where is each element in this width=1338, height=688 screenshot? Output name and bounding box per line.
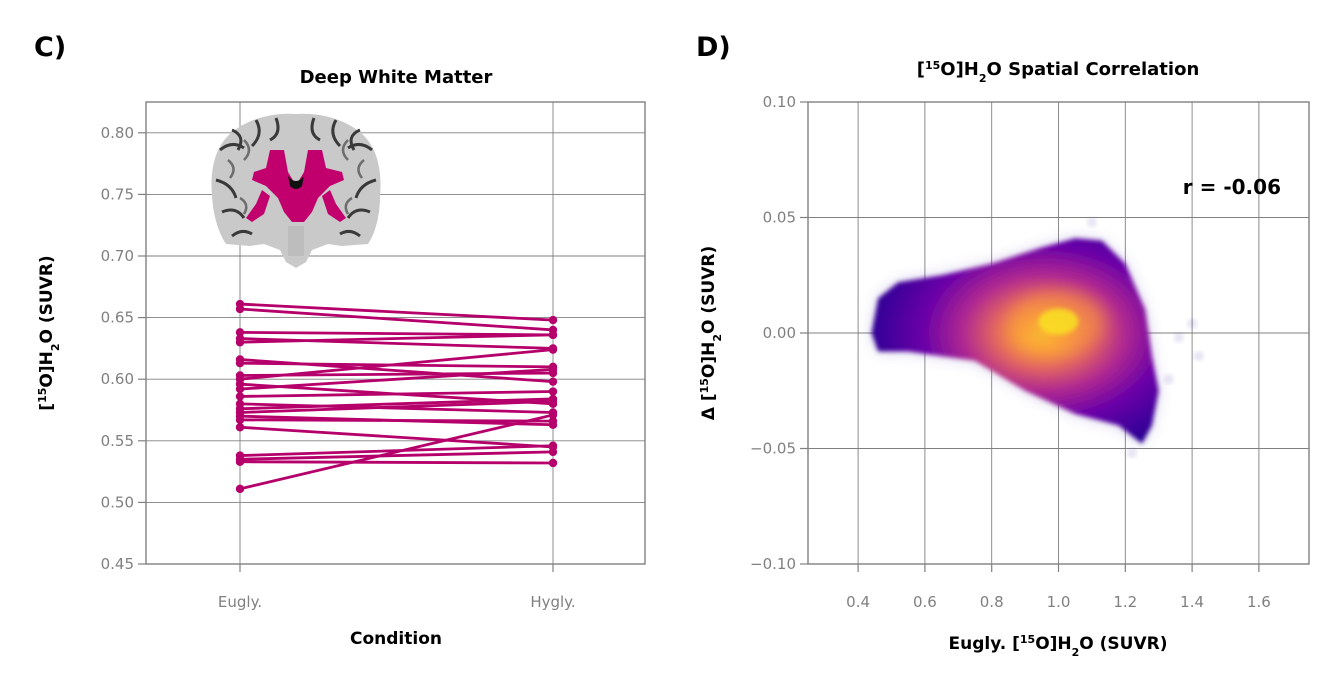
panel-c-y-tick-label: 0.80 — [101, 124, 134, 142]
panel-c-axes-frame — [145, 101, 646, 565]
subject-line — [239, 390, 554, 398]
subject-line — [239, 425, 554, 449]
panel-d-x-tick-label: 0.8 — [980, 593, 1004, 611]
subject-point-hygly — [548, 447, 558, 457]
panel-c-label: C) — [34, 32, 66, 63]
density-outlier-speck — [1163, 374, 1174, 385]
subject-line — [239, 330, 554, 337]
panel-c: C) Deep White Matter 0.45 0.50 0.55 0.60 0.6… — [34, 32, 646, 649]
panel-d-y-tick-label: 0.10 — [763, 93, 796, 111]
subject-point-eugly — [235, 328, 245, 337]
panel-d-y-tick-label: −0.10 — [750, 555, 796, 573]
subject-line — [239, 307, 554, 332]
panel-c-y-tick-label: 0.55 — [101, 432, 134, 450]
panel-d-x-tick-label: 1.2 — [1113, 593, 1137, 611]
panel-d-x-tick-label: 0.6 — [913, 593, 937, 611]
brain-gray-folds — [227, 139, 365, 215]
density-outlier-speck — [1193, 351, 1204, 362]
subject-point-eugly — [235, 415, 245, 425]
panel-d-x-tick-label: 1.4 — [1180, 593, 1204, 611]
subject-point-hygly — [548, 330, 558, 340]
density-outlier-speck — [1126, 448, 1137, 459]
subject-point-hygly — [548, 315, 558, 325]
panel-d-x-axis-label: Eugly. [15O]H2O (SUVR) — [948, 633, 1167, 659]
subject-line — [239, 413, 554, 491]
panel-d-y-tick-label: −0.05 — [750, 440, 796, 458]
panel-d-y-tick-label: 0.00 — [763, 324, 796, 342]
panel-d-y-axis-label: Δ [15O]H2O (SUVR) — [698, 246, 724, 421]
subject-point-hygly — [548, 377, 558, 386]
subject-point-eugly — [235, 304, 245, 314]
subject-line — [239, 348, 554, 381]
subject-line — [239, 418, 554, 423]
brain-cortex-texture — [215, 117, 377, 238]
panel-d-x-ticks: 0.4 0.6 0.8 1.0 1.2 1.4 1.6 — [846, 564, 1271, 611]
subject-point-eugly — [235, 392, 245, 401]
panel-c-x-tick-label: Hygly. — [530, 593, 575, 611]
panel-d-x-tick-label: 0.4 — [846, 593, 870, 611]
subject-point-hygly — [548, 410, 558, 420]
panel-d-y-ticks: −0.10 −0.05 0.00 0.05 0.10 — [750, 93, 808, 573]
subject-point-eugly — [235, 423, 245, 432]
panel-c-y-tick-label: 0.45 — [101, 555, 134, 573]
subject-point-eugly — [235, 338, 245, 347]
brain-ventricles — [288, 176, 304, 189]
panel-c-y-tick-label: 0.60 — [101, 370, 134, 388]
panel-d-x-tick-label: 1.0 — [1047, 593, 1071, 611]
subject-line — [239, 302, 554, 322]
subject-point-hygly — [548, 416, 558, 426]
panel-d-title: [15O]H2O Spatial Correlation — [917, 59, 1200, 85]
density-outlier-speck — [1173, 332, 1184, 343]
panel-c-subject-lines — [235, 299, 558, 494]
correlation-annotation: r = -0.06 — [1183, 175, 1281, 199]
subject-line — [239, 399, 554, 414]
subject-point-hygly — [548, 397, 558, 406]
panel-c-x-axis-label: Condition — [350, 629, 442, 649]
panel-c-x-tick-label: Eugly. — [218, 593, 262, 611]
panel-c-y-tick-label: 0.70 — [101, 247, 134, 265]
subject-point-hygly — [548, 441, 558, 450]
density-body — [871, 238, 1159, 444]
subject-point-hygly — [548, 365, 558, 374]
density-outlier-speck — [1187, 318, 1198, 329]
subject-line — [239, 450, 554, 461]
brain-inset-image — [211, 113, 381, 268]
brain-white-matter-tract-right — [322, 190, 346, 222]
subject-point-hygly — [548, 345, 558, 354]
brain-white-matter-tract-left — [246, 190, 270, 222]
subject-line — [239, 397, 554, 411]
density-scatter-cloud — [871, 217, 1204, 459]
panel-c-y-ticks: 0.45 0.50 0.55 0.60 0.65 0.70 0.75 0.80 — [101, 124, 146, 573]
subject-line — [239, 460, 554, 465]
panel-c-y-tick-label: 0.75 — [101, 185, 134, 203]
panel-d-x-tick-label: 1.6 — [1247, 593, 1271, 611]
panel-c-y-tick-label: 0.50 — [101, 493, 134, 511]
subject-line — [239, 367, 554, 391]
panel-d-label: D) — [696, 32, 731, 63]
panel-d-axes-frame — [807, 101, 1310, 565]
subject-line — [239, 333, 554, 344]
brain-brainstem — [288, 226, 304, 256]
panel-d-y-tick-label: 0.05 — [763, 209, 796, 227]
density-core-yellow — [1038, 308, 1079, 335]
density-outlier-speck — [1086, 217, 1097, 228]
panel-c-title: Deep White Matter — [300, 67, 493, 88]
subject-point-eugly — [235, 358, 245, 368]
subject-point-hygly — [548, 458, 558, 468]
subject-point-eugly — [235, 484, 245, 494]
subject-point-hygly — [548, 387, 558, 396]
panel-c-y-axis-label: [15O]H2O (SUVR) — [36, 255, 62, 410]
subject-point-eugly — [235, 457, 245, 466]
panel-c-y-tick-label: 0.65 — [101, 309, 134, 327]
panel-c-x-ticks: Eugly. Hygly. — [218, 564, 576, 611]
subject-point-eugly — [235, 384, 245, 394]
panel-d: D) [15O]H2O Spatial Correlation −0.10−0.… — [696, 32, 1310, 659]
